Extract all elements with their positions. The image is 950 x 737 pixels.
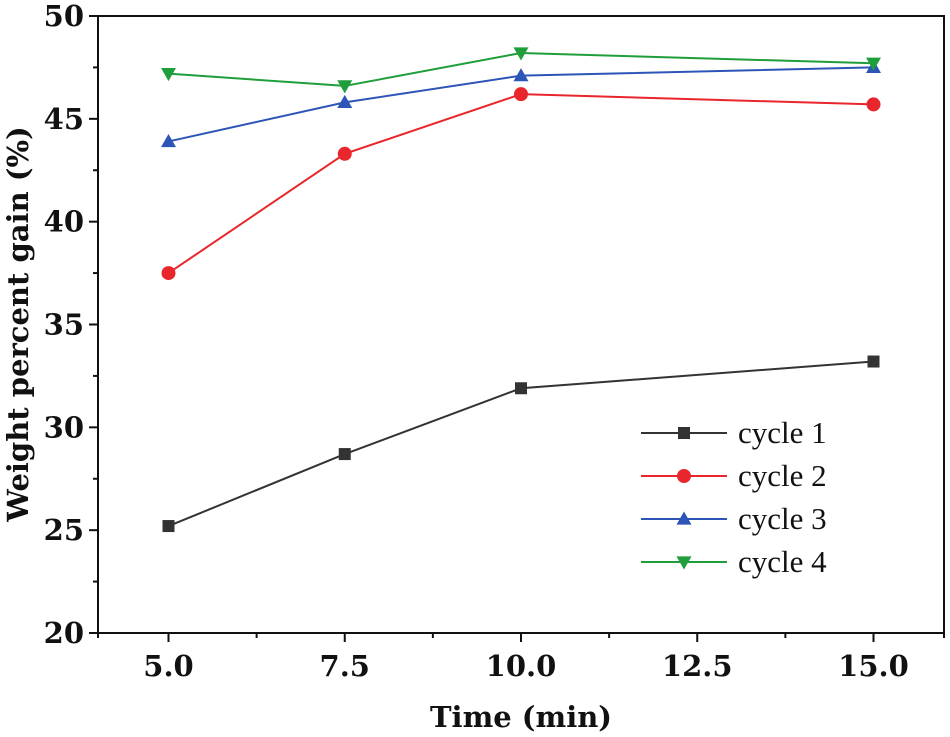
- y-tick-label: 40: [44, 205, 84, 239]
- series-cycle-2: [161, 87, 881, 281]
- data-point-marker: [337, 146, 352, 161]
- x-tick-label: 5.0: [143, 649, 193, 683]
- y-tick-label: 50: [44, 0, 84, 33]
- series-layer: [161, 47, 881, 533]
- legend-label: cycle 2: [738, 458, 827, 493]
- data-point-marker: [161, 67, 176, 82]
- data-point-marker: [676, 511, 692, 525]
- y-axis-title: Weight percent gain (%): [1, 126, 35, 522]
- x-tick-label: 7.5: [320, 649, 370, 683]
- data-point-marker: [338, 448, 351, 461]
- data-point-marker: [866, 97, 881, 112]
- data-point-marker: [678, 427, 690, 439]
- x-axis-title: Time (min): [430, 700, 612, 734]
- y-tick-label: 45: [44, 102, 84, 136]
- data-point-marker: [162, 520, 175, 533]
- series-line: [168, 52, 874, 87]
- data-point-marker: [337, 80, 353, 94]
- series-line: [168, 66, 874, 143]
- data-point-marker: [161, 266, 176, 281]
- series-cycle-3: [161, 59, 881, 148]
- y-tick-label: 30: [44, 410, 84, 444]
- series-line: [168, 360, 874, 527]
- y-tick-label: 20: [44, 616, 84, 650]
- y-axis: 20 25 30 35 40 45 50: [44, 0, 98, 650]
- data-point-marker: [866, 57, 881, 71]
- data-point-marker: [161, 133, 176, 148]
- data-point-marker: [867, 355, 880, 368]
- series-line: [167, 93, 874, 274]
- plot-frame: [97, 15, 945, 634]
- legend-item-cycle-4: cycle 4: [641, 544, 827, 579]
- data-point-marker: [677, 469, 691, 483]
- x-axis: 5.0 7.5 10.0 12.5 15.0: [97, 633, 945, 683]
- data-point-marker: [514, 87, 528, 102]
- legend-label: cycle 1: [738, 415, 827, 450]
- legend-item-cycle-2: cycle 2: [641, 458, 827, 493]
- legend-item-cycle-3: cycle 3: [641, 501, 827, 536]
- series-cycle-1: [162, 355, 880, 533]
- y-tick-label: 35: [44, 308, 84, 342]
- data-point-marker: [676, 556, 692, 570]
- x-tick-label: 10.0: [486, 649, 557, 683]
- data-point-marker: [513, 47, 529, 61]
- x-tick-label: 12.5: [662, 649, 733, 683]
- x-tick-label: 15.0: [838, 649, 909, 683]
- data-point-marker: [513, 68, 529, 82]
- legend-label: cycle 3: [738, 501, 827, 536]
- data-point-marker: [337, 94, 353, 109]
- legend: cycle 1 cycle 2 cycle 3 cycle 4: [641, 415, 827, 579]
- legend-item-cycle-1: cycle 1: [641, 415, 827, 450]
- series-cycle-4: [161, 47, 881, 94]
- legend-label: cycle 4: [738, 544, 827, 579]
- y-tick-label: 25: [44, 513, 84, 547]
- data-point-marker: [515, 382, 527, 395]
